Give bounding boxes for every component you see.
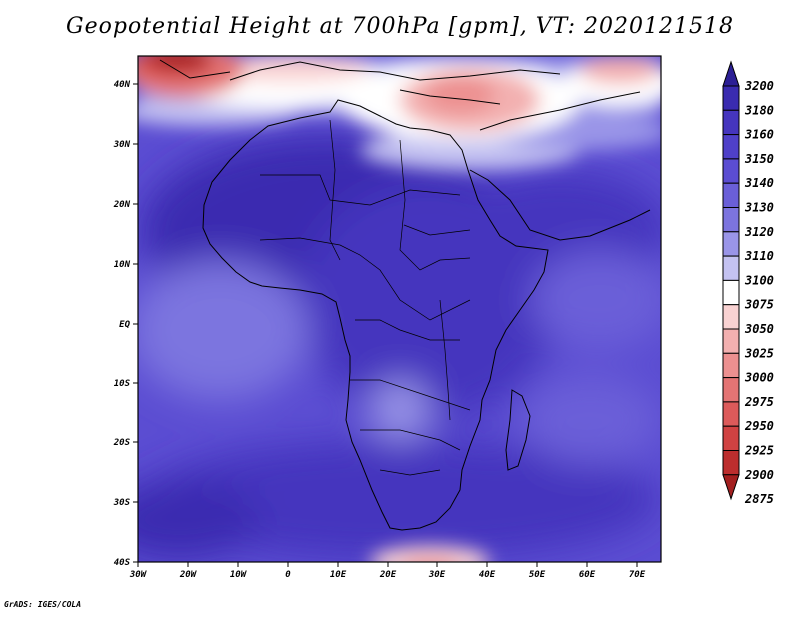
lat-label: 20S [113, 438, 131, 448]
lon-label: 10W [230, 570, 248, 580]
lat-label: 40S [114, 558, 131, 568]
colorbar-level-label: 3050 [744, 322, 774, 336]
colorbar-swatch [722, 255, 740, 281]
colorbar-swatch [722, 109, 740, 136]
plot-frame [137, 55, 662, 563]
colorbar-swatch [722, 304, 740, 330]
height-field [138, 56, 661, 562]
colorbar-swatch [722, 401, 740, 427]
lon-label: 30E [428, 570, 446, 580]
colorbar-swatch [722, 425, 740, 452]
lon-label: 0 [285, 570, 291, 580]
colorbar-level-label: 3100 [744, 273, 774, 287]
lat-label: 10N [114, 260, 131, 270]
lon-label: 30W [129, 570, 148, 580]
colorbar-swatch [722, 352, 740, 379]
colorbar-swatch [722, 134, 740, 160]
lat-label: 30N [113, 140, 131, 150]
colorbar-level-label: 2875 [744, 492, 774, 506]
lon-label: 20E [379, 570, 397, 580]
colorbar-level-label: 3200 [744, 79, 774, 93]
country-borders [259, 119, 471, 476]
lon-label: 20W [179, 570, 198, 580]
lon-label: 70E [629, 570, 646, 580]
colorbar-swatch [722, 182, 740, 208]
lat-label: 20N [113, 200, 131, 210]
colorbar-level-label: 2900 [744, 468, 774, 482]
colorbar-level-label: 3140 [744, 176, 774, 190]
colorbar-level-label: 3000 [744, 371, 774, 385]
colorbar-bottom-arrow [722, 474, 740, 501]
colorbar-swatch [722, 328, 740, 354]
lat-label: 30S [113, 498, 131, 508]
lon-label: 50E [529, 570, 546, 580]
lat-label: EQ [119, 320, 130, 330]
colorbar-swatch [722, 377, 740, 403]
colorbar-level-label: 3120 [744, 225, 774, 239]
colorbar-level-label: 3025 [744, 346, 774, 360]
colorbar-swatch [722, 207, 740, 233]
lon-label: 10E [330, 570, 347, 580]
lon-label: 40E [479, 570, 496, 580]
lat-label: 10S [114, 379, 131, 389]
colorbar-level-label: 3130 [744, 201, 774, 215]
colorbar-level-label: 3150 [744, 152, 774, 166]
coastlines [159, 59, 651, 531]
colorbar-swatch [722, 231, 740, 257]
colorbar: 3200 3180 3160 3150 3140 3130 3120 3110 3100 3075… [722, 60, 774, 506]
colorbar-top-arrow [722, 60, 740, 87]
grads-credit: GrADS: IGES/COLA [4, 600, 82, 609]
axis-ticks [133, 83, 638, 567]
colorbar-level-label: 2950 [744, 419, 774, 433]
colorbar-level-label: 3075 [744, 298, 774, 312]
colorbar-swatch [722, 279, 740, 306]
colorbar-level-label: 2925 [744, 444, 774, 458]
lat-label: 40N [114, 80, 131, 90]
colorbar-swatch [722, 85, 740, 111]
colorbar-level-label: 3180 [744, 103, 774, 117]
colorbar-level-label: 2975 [744, 395, 774, 409]
colorbar-swatch [722, 158, 740, 184]
colorbar-swatch [722, 450, 740, 476]
lon-labels: 30W 20W 10W 0 10E 20E 30E 40E 50E 60E 70… [129, 570, 646, 580]
colorbar-level-label: 3110 [744, 249, 774, 263]
lat-labels: 40N 30N 20N 10N EQ 10S 20S 30S 40S [113, 80, 131, 568]
colorbar-level-label: 3160 [744, 128, 774, 142]
map-title: Geopotential Height at 700hPa [gpm], VT:… [66, 14, 734, 39]
lon-label: 60E [579, 570, 596, 580]
